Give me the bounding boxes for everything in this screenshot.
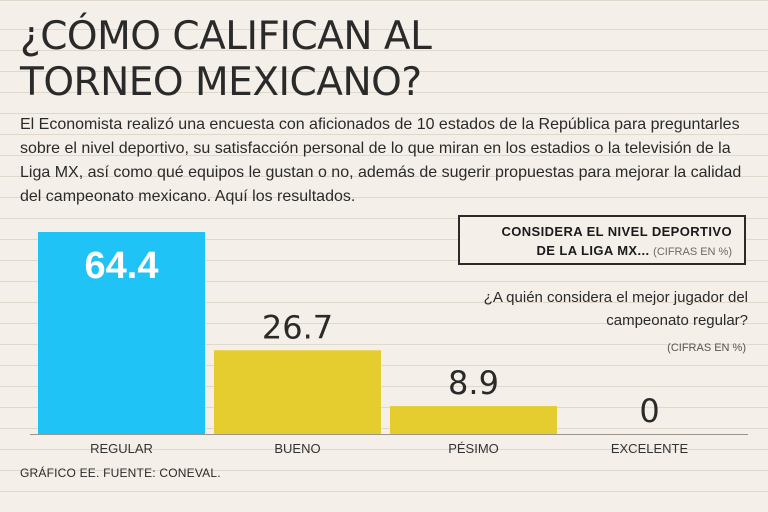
category-label-3: EXCELENTE	[611, 441, 689, 456]
source-note: GRÁFICO EE. FUENTE: CONEVAL.	[20, 466, 221, 480]
bar-value-label-1: 26.7	[262, 308, 333, 346]
chart-unit: (CIFRAS EN %)	[653, 246, 732, 258]
bar-0	[38, 232, 205, 434]
bar-value-label-2: 8.9	[448, 364, 499, 402]
intro-paragraph: El Economista realizó una encuesta con a…	[20, 116, 742, 205]
chart-title-box: CONSIDERA EL NIVEL DEPORTIVO DE LA LIGA …	[458, 215, 746, 265]
next-question-unit: (CIFRAS EN %)	[667, 342, 746, 354]
next-question: ¿A quién considera el mejor jugador del …	[483, 289, 748, 329]
category-label-0: REGULAR	[90, 441, 153, 456]
bar-value-label-3: 0	[639, 392, 659, 430]
category-label-2: PÉSIMO	[448, 441, 499, 456]
title-line-2: TORNEO MEXICANO?	[20, 60, 422, 105]
bar-1	[214, 350, 381, 434]
chart-title-line-2: DE LA LIGA MX...	[536, 243, 650, 258]
category-label-1: BUENO	[274, 441, 320, 456]
chart-title-line-1: CONSIDERA EL NIVEL DEPORTIVO	[501, 224, 732, 239]
page-title: ¿CÓMO CALIFICAN AL TORNEO MEXICANO?	[20, 14, 480, 106]
title-line-1: ¿CÓMO CALIFICAN AL	[20, 14, 432, 59]
bar-2	[390, 406, 557, 434]
bar-value-label-0: 64.4	[85, 245, 159, 287]
